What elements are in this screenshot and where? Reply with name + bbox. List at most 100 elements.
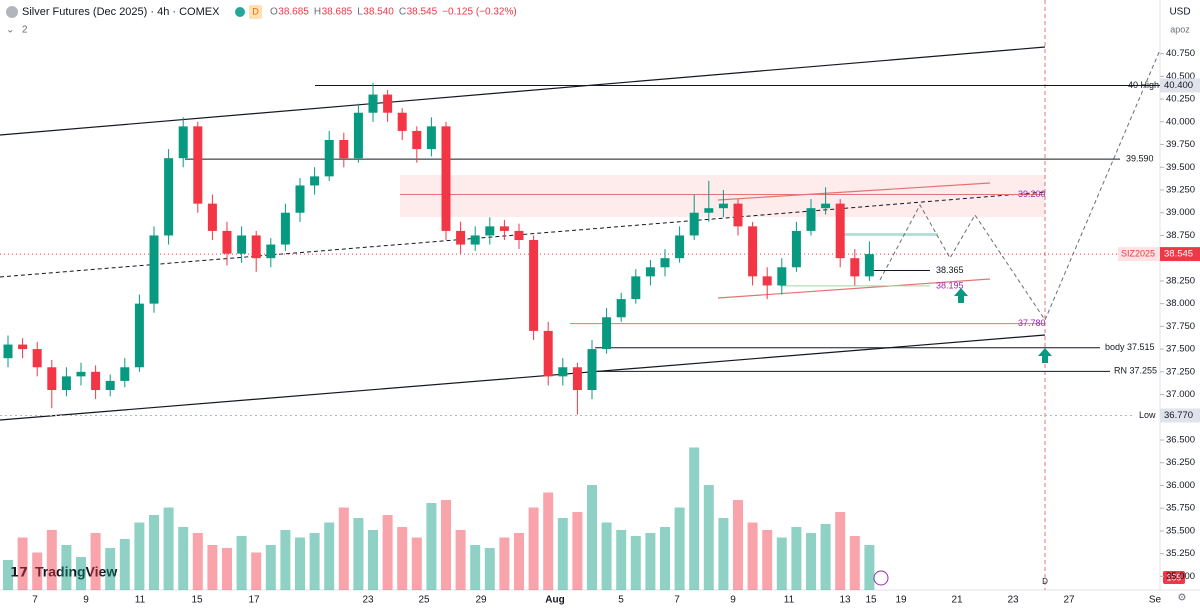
ohlc-part: L — [357, 7, 363, 18]
price-badge-text: 38.545 — [1164, 249, 1193, 260]
candle-body — [61, 376, 71, 390]
candle-body — [850, 258, 860, 277]
replay-icon[interactable] — [873, 570, 889, 586]
x-tick-label: 23 — [362, 595, 374, 606]
up-arrow — [954, 288, 968, 303]
symbol-badge-text: SIZ2025 — [1121, 248, 1155, 258]
candle-body — [207, 203, 217, 231]
x-tick-label: 13 — [839, 595, 851, 606]
price-badge — [1160, 247, 1200, 262]
y-tick-label: 35.750 — [1166, 503, 1195, 514]
flag-badge — [249, 5, 262, 19]
volume-bar — [368, 530, 378, 590]
y-tick-label: 38.000 — [1166, 298, 1195, 309]
x-tick-label: 17 — [248, 595, 260, 606]
candle-body — [441, 126, 451, 231]
currency[interactable]: USD — [1169, 7, 1190, 18]
volume-bar — [32, 552, 43, 590]
x-tick-label: 23 — [1007, 595, 1019, 606]
volume-bar — [280, 530, 291, 590]
candle-body — [631, 276, 641, 300]
candle-body — [324, 140, 334, 177]
x-tick-label: 27 — [1063, 595, 1075, 606]
candle-body — [806, 208, 816, 231]
x-tick-label: 5 — [618, 595, 624, 606]
candle-body — [47, 367, 57, 390]
candle-body — [864, 254, 874, 277]
candle-body — [821, 203, 831, 209]
volume-bar — [557, 518, 568, 590]
volume-bar — [762, 530, 773, 590]
y-tick-label: 35.000 — [1166, 571, 1195, 582]
candle-body — [485, 226, 495, 236]
axis-setting[interactable]: apoz — [1170, 24, 1190, 34]
candle-body — [514, 230, 524, 240]
candle-body — [383, 94, 393, 113]
x-tick-label: 9 — [83, 595, 89, 606]
y-tick-label: 40.250 — [1166, 94, 1195, 105]
candle-body — [835, 203, 845, 259]
candle-body — [32, 349, 42, 368]
ohlc-part: 38.545 — [407, 7, 438, 18]
y-tick-label: 39.750 — [1166, 139, 1195, 150]
candle-body — [120, 367, 130, 381]
volume-bar — [849, 536, 860, 590]
y-tick-label: 40.000 — [1166, 116, 1195, 127]
volume-bar — [397, 527, 408, 590]
volume-bar — [587, 485, 597, 590]
volume-badge — [1163, 571, 1185, 584]
candle-body — [777, 267, 787, 286]
volume-bar — [514, 533, 524, 590]
volume-bar — [163, 507, 174, 590]
candle-body — [470, 235, 480, 245]
ohlc-part: 38.685 — [322, 7, 353, 18]
candle-body — [456, 230, 466, 245]
volume-bar — [46, 530, 57, 590]
volume-bar — [134, 522, 145, 590]
price-badge — [1160, 78, 1200, 93]
x-tick-label: 7 — [674, 595, 680, 606]
candle-body — [587, 349, 597, 390]
candle-body — [134, 303, 144, 368]
symbol-icon — [6, 6, 18, 18]
candle-body — [645, 267, 655, 277]
volume-bar — [616, 530, 627, 590]
candle-body — [616, 299, 626, 318]
volume-bar — [630, 536, 641, 590]
channel-bottom — [0, 334, 1046, 421]
y-tick-label: 36.000 — [1166, 480, 1195, 491]
flag-bottom — [717, 278, 991, 299]
candle-body — [368, 94, 378, 113]
ohlc-part: −0.125 (−0.32%) — [442, 7, 517, 18]
candle-body — [18, 344, 28, 350]
volume-bar — [660, 527, 670, 590]
volume-bar — [484, 548, 495, 590]
volume-bar — [105, 548, 116, 590]
volume-bar — [222, 548, 232, 590]
volume-bar — [718, 518, 729, 590]
date-marker-label: D — [1042, 577, 1048, 586]
price-badge-text: 36.770 — [1164, 410, 1193, 421]
level-label: 38.195 — [936, 280, 964, 290]
channel-top — [0, 46, 1046, 136]
level-label: Low — [1139, 410, 1156, 420]
volume-bar — [791, 527, 802, 590]
symbol-title: Silver Futures (Dec 2025) · 4h · COMEX — [22, 6, 220, 18]
candle-body — [310, 176, 320, 186]
candle-body — [353, 112, 363, 159]
volume-bar — [3, 560, 13, 590]
layer-count: 2 — [22, 25, 28, 36]
settings-icon[interactable]: ⚙ — [1178, 593, 1187, 604]
candle-body — [105, 380, 115, 390]
volume-bar — [747, 522, 758, 590]
x-tick-label: 15 — [865, 595, 877, 606]
candle-body — [748, 226, 758, 277]
flag-top — [717, 182, 991, 201]
collapse-icon[interactable]: ⌄ — [6, 25, 14, 36]
x-tick-label: 21 — [951, 595, 963, 606]
symbol-badge — [1118, 247, 1160, 262]
y-tick-label: 37.000 — [1166, 389, 1195, 400]
ohlc-part: O — [270, 7, 278, 18]
x-tick-label: 29 — [475, 595, 487, 606]
